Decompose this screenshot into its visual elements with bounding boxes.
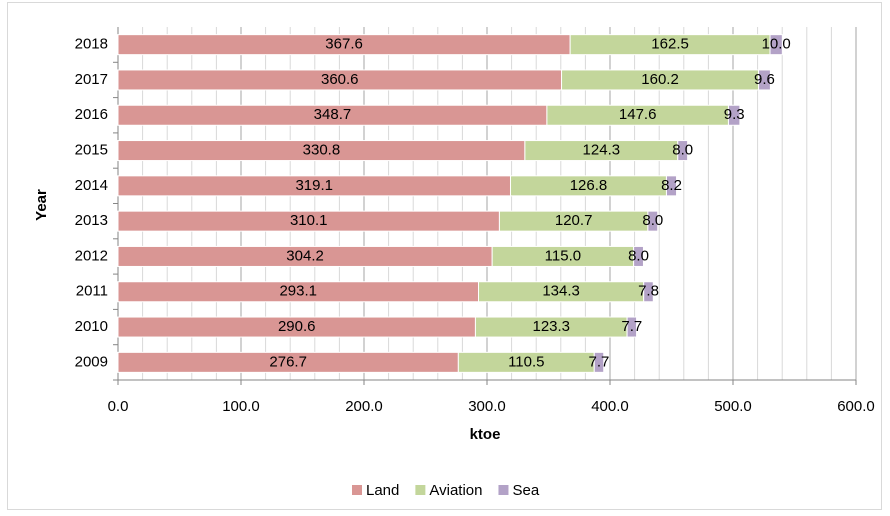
x-tick-label: 200.0 [345, 398, 383, 415]
x-tick-label: 0.0 [108, 398, 129, 415]
data-label: 8.2 [661, 177, 682, 194]
y-tick-label: 2012 [75, 247, 108, 264]
data-label: 304.2 [286, 247, 324, 264]
data-label: 319.1 [295, 177, 333, 194]
x-tick-label: 400.0 [591, 398, 629, 415]
legend-swatch [352, 485, 362, 495]
y-tick-label: 2010 [75, 318, 108, 335]
legend-swatch [498, 485, 509, 495]
y-tick-label: 2009 [75, 353, 108, 370]
data-label: 348.7 [314, 106, 352, 123]
data-label: 8.0 [642, 212, 663, 229]
x-axis-title: ktoe [470, 426, 501, 443]
data-label: 310.1 [290, 212, 328, 229]
bar-segment [593, 351, 605, 373]
y-tick-label: 2018 [75, 36, 108, 53]
x-tick-label: 500.0 [714, 398, 752, 415]
data-label: 162.5 [651, 36, 689, 53]
bar-segment [665, 175, 678, 197]
data-label: 9.6 [754, 71, 775, 88]
data-label: 134.3 [542, 283, 580, 300]
data-label: 8.0 [628, 247, 649, 264]
data-label: 9.3 [724, 106, 745, 123]
bar-segment [633, 245, 644, 267]
data-label: 276.7 [269, 353, 307, 370]
x-tick-label: 100.0 [222, 398, 260, 415]
data-label: 126.8 [570, 177, 608, 194]
data-label: 115.0 [545, 247, 581, 264]
data-label: 7.8 [638, 283, 659, 300]
x-tick-label: 600.0 [837, 398, 875, 415]
data-label: 7.7 [589, 353, 610, 370]
data-label: 330.8 [303, 142, 341, 159]
y-tick-label: 2011 [76, 283, 108, 300]
legend-label: Sea [512, 482, 539, 499]
y-tick-label: 2016 [75, 106, 108, 123]
bar-segment [643, 281, 654, 303]
legend-swatch [415, 485, 426, 495]
data-label: 120.7 [555, 212, 593, 229]
legend-label: Land [366, 482, 399, 499]
bar-segment [727, 104, 741, 126]
data-label: 367.6 [325, 36, 363, 53]
data-label: 10.0 [762, 36, 791, 53]
y-tick-label: 2014 [75, 177, 108, 194]
data-label: 147.6 [619, 106, 657, 123]
data-label: 290.6 [278, 318, 316, 335]
y-tick-label: 2013 [75, 212, 108, 229]
y-tick-label: 2015 [75, 142, 108, 159]
y-tick-label: 2017 [75, 71, 108, 88]
bar-segment [626, 316, 638, 338]
bar-segment [647, 210, 659, 232]
bar-segment [677, 140, 689, 162]
data-label: 7.7 [621, 318, 642, 335]
bar-segment [769, 34, 783, 56]
data-label: 293.1 [279, 283, 317, 300]
bar-segment [758, 69, 771, 91]
data-label: 360.6 [321, 71, 359, 88]
data-label: 110.5 [508, 353, 544, 370]
data-label: 8.0 [672, 142, 693, 159]
data-label: 123.3 [532, 318, 570, 335]
legend-label: Aviation [429, 482, 482, 499]
data-label: 160.2 [641, 71, 679, 88]
x-tick-label: 300.0 [468, 398, 506, 415]
y-axis-title: Year [33, 189, 50, 221]
data-label: 124.3 [583, 142, 621, 159]
